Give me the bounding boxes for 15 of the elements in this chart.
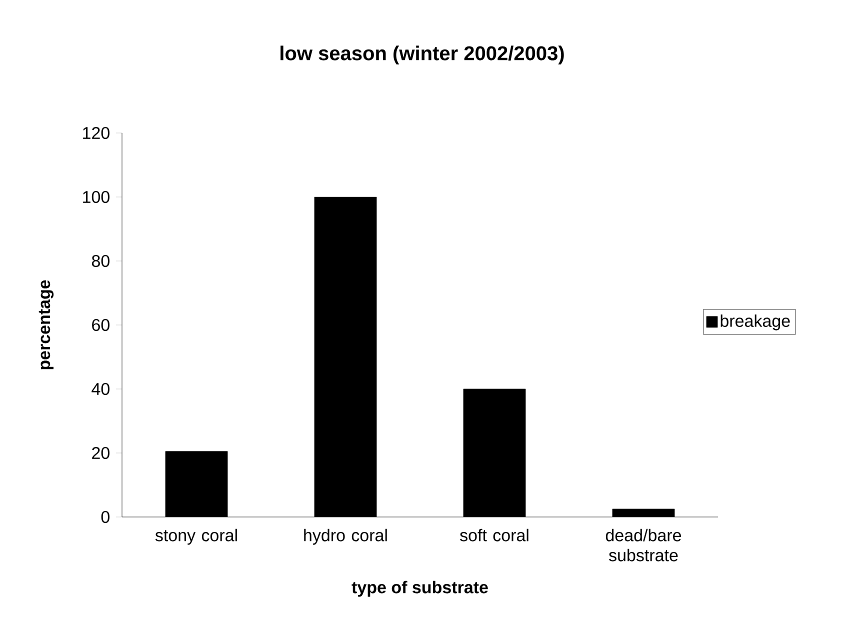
y-tick-label: 60 <box>92 318 110 332</box>
y-axis-title: percentage <box>38 280 54 370</box>
x-tick-label: dead/bare substrate <box>606 528 682 562</box>
y-tick-label: 120 <box>83 126 110 140</box>
legend-label: breakage <box>720 314 790 330</box>
x-axis-title: type of substrate <box>352 580 488 597</box>
x-tick-label: soft coral <box>460 528 528 542</box>
y-tick-label: 0 <box>101 510 110 524</box>
x-tick-label: hydro coral <box>304 528 387 545</box>
x-tick-label: stony coral <box>155 528 237 545</box>
y-tick-label: 100 <box>83 190 110 204</box>
chart-title: low season (winter 2002/2003) <box>280 46 564 64</box>
y-tick-label: 40 <box>92 382 110 396</box>
y-tick-label: 80 <box>92 254 110 268</box>
y-tick-label: 20 <box>92 446 110 460</box>
